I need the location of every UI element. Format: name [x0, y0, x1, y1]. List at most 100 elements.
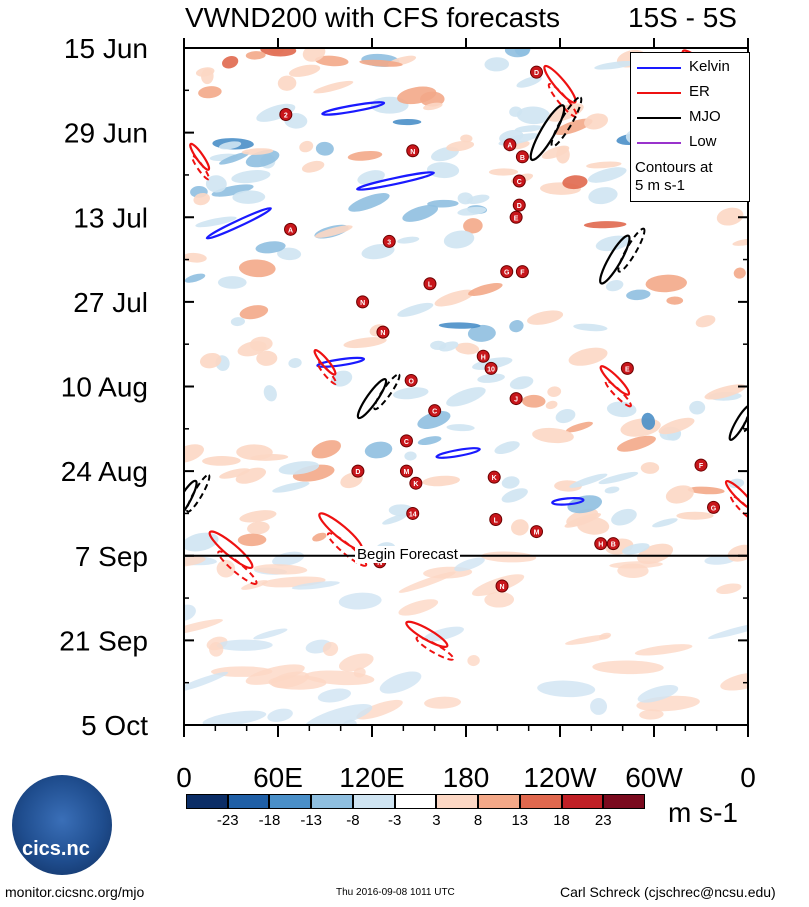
storm-marker: C — [512, 174, 526, 188]
anomaly-blob — [617, 563, 649, 579]
contour-mjo-negative — [617, 227, 646, 273]
anomaly-blob — [379, 671, 422, 694]
anomaly-blob — [235, 467, 267, 484]
storm-marker-circle — [620, 361, 634, 375]
storm-marker-label: K — [492, 475, 497, 482]
anomaly-blob — [211, 184, 254, 197]
footer-author: Carl Schreck (cjschrec@ncsu.edu) — [560, 884, 776, 900]
anomaly-blob — [704, 555, 736, 565]
anomaly-blob — [288, 358, 302, 369]
y-tick-label: 27 Jul — [73, 287, 148, 318]
anomaly-blob — [331, 370, 353, 387]
anomaly-blob — [216, 639, 273, 651]
anomaly-blob — [238, 259, 276, 278]
anomaly-blob — [299, 140, 314, 153]
storm-marker: N — [356, 295, 370, 309]
legend-label: MJO — [689, 108, 721, 125]
storm-marker: B — [606, 537, 620, 551]
anomaly-blob — [522, 394, 546, 408]
anomaly-blob — [645, 274, 687, 293]
anomaly-blob — [219, 152, 250, 165]
anomaly-blob — [267, 708, 293, 722]
storm-marker-label: G — [504, 270, 510, 277]
storm-marker-circle — [515, 150, 529, 164]
anomaly-blob — [569, 473, 608, 488]
anomaly-blob — [348, 193, 390, 212]
storm-marker-circle — [512, 198, 526, 212]
anomaly-blob — [457, 206, 487, 216]
y-tick-label: 21 Sep — [59, 625, 148, 656]
colorbar-cell — [186, 794, 228, 809]
anomaly-blob — [708, 622, 748, 639]
storm-marker-label: 3 — [387, 239, 391, 246]
anomaly-blob — [184, 604, 196, 621]
x-axis: 0 60E 120E 180 120W 60W 0 — [176, 38, 756, 793]
anomaly-blob — [291, 581, 340, 590]
anomaly-blob — [477, 373, 505, 383]
anomaly-blob — [272, 481, 310, 493]
anomaly-blob — [237, 533, 267, 547]
storm-marker-circle — [487, 470, 501, 484]
colorbar-cell — [519, 794, 562, 809]
x-tick-label: 60W — [625, 762, 683, 793]
colorbar-label: -13 — [300, 812, 323, 829]
storm-marker-circle — [694, 458, 708, 472]
anomaly-blob — [480, 551, 537, 563]
storm-marker-circle — [404, 373, 418, 387]
storm-marker-label: L — [494, 517, 499, 524]
storm-marker: C — [428, 404, 442, 418]
storm-marker-label: A — [507, 143, 512, 150]
storm-marker: H — [594, 537, 608, 551]
storm-marker-circle — [503, 138, 517, 152]
legend-item-mjo: MJO — [637, 107, 747, 127]
storm-marker-label: H — [481, 354, 486, 361]
storm-marker-circle — [512, 174, 526, 188]
anomaly-blob — [616, 435, 656, 452]
anomaly-blob — [198, 86, 222, 99]
storm-marker: L — [423, 277, 437, 291]
legend: Kelvin ER MJO Low Contours at 5 m s-1 — [630, 52, 750, 202]
colorbar-label: 18 — [553, 812, 570, 829]
colorbar-cell — [227, 794, 270, 809]
colorbar-label: 13 — [511, 812, 529, 829]
anomaly-blob — [622, 543, 650, 555]
anomaly-blob — [446, 424, 475, 432]
storm-marker-label: C — [517, 179, 522, 186]
anomaly-blob — [314, 225, 353, 238]
storm-marker-circle — [406, 506, 420, 520]
anomaly-blob — [587, 167, 627, 183]
anomaly-blob — [626, 289, 651, 301]
storm-marker: N — [376, 325, 390, 339]
anomaly-blob — [467, 324, 496, 342]
storm-marker-circle — [515, 265, 529, 279]
anomaly-blob — [417, 411, 451, 429]
storm-marker: L — [489, 512, 503, 526]
x-tick-label: 120E — [339, 762, 404, 793]
storm-marker-circle — [409, 476, 423, 490]
storm-marker-label: 2 — [284, 112, 288, 119]
storm-marker: 3 — [382, 234, 396, 248]
contour-kelvin — [316, 356, 366, 368]
anomaly-blob — [584, 113, 608, 130]
anomaly-blob — [404, 451, 417, 461]
anomaly-blob — [652, 518, 678, 528]
chart-title: VWND200 with CFS forecasts — [185, 2, 560, 33]
anomaly-blob — [438, 322, 481, 329]
anomaly-blob — [423, 626, 464, 642]
anomaly-blob — [231, 170, 271, 184]
anomaly-blob — [586, 161, 622, 169]
anomaly-blob — [573, 323, 608, 332]
contour-kelvin — [321, 101, 386, 116]
anomaly-blob — [417, 436, 442, 446]
anomaly-blob — [343, 337, 387, 349]
storm-marker-circle — [284, 222, 298, 236]
legend-swatch — [637, 67, 681, 69]
anomaly-blob — [720, 672, 748, 691]
anomaly-blob — [640, 462, 660, 474]
anomaly-blob — [301, 160, 325, 173]
storm-marker-circle — [489, 512, 503, 526]
storm-marker-circle — [356, 295, 370, 309]
anomaly-blob — [509, 320, 524, 333]
anomaly-blob — [397, 86, 437, 105]
anomaly-blob — [402, 204, 439, 222]
